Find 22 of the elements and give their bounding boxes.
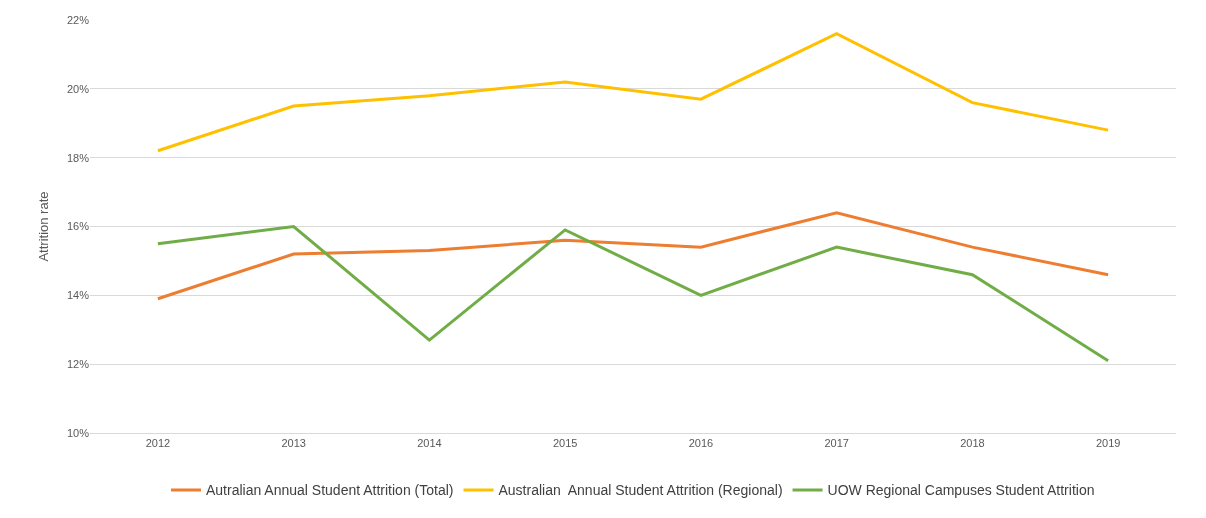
x-tick-label: 2012 bbox=[145, 437, 171, 450]
line-series bbox=[156, 32, 1110, 153]
x-tick-label: 2015 bbox=[552, 437, 578, 450]
legend-label: Australian Annual Student Attrition (Regional) bbox=[498, 482, 783, 499]
x-tick-label: 2019 bbox=[1095, 437, 1121, 450]
x-tick-label: 2013 bbox=[281, 437, 306, 450]
y-tick-label: 12% bbox=[66, 358, 90, 371]
legend-label: Autralian Annual Student Attrition (Total) bbox=[206, 482, 454, 499]
x-tick-label: 2018 bbox=[960, 437, 985, 450]
y-tick-label: 18% bbox=[66, 151, 90, 164]
line-series bbox=[156, 225, 1110, 363]
y-tick-label: 20% bbox=[66, 82, 90, 95]
y-tick-label: 10% bbox=[66, 426, 90, 439]
x-tick-label: 2017 bbox=[824, 437, 849, 450]
x-tick-label: 2016 bbox=[688, 437, 714, 450]
y-tick-label: 22% bbox=[66, 13, 90, 26]
y-tick-label: 16% bbox=[66, 220, 90, 233]
y-axis-title: Attrition rate bbox=[35, 191, 51, 262]
legend-label: UOW Regional Campuses Student Attrition bbox=[827, 482, 1095, 499]
x-tick-label: 2014 bbox=[417, 437, 442, 450]
y-tick-label: 14% bbox=[66, 289, 90, 302]
line-series bbox=[156, 211, 1110, 301]
